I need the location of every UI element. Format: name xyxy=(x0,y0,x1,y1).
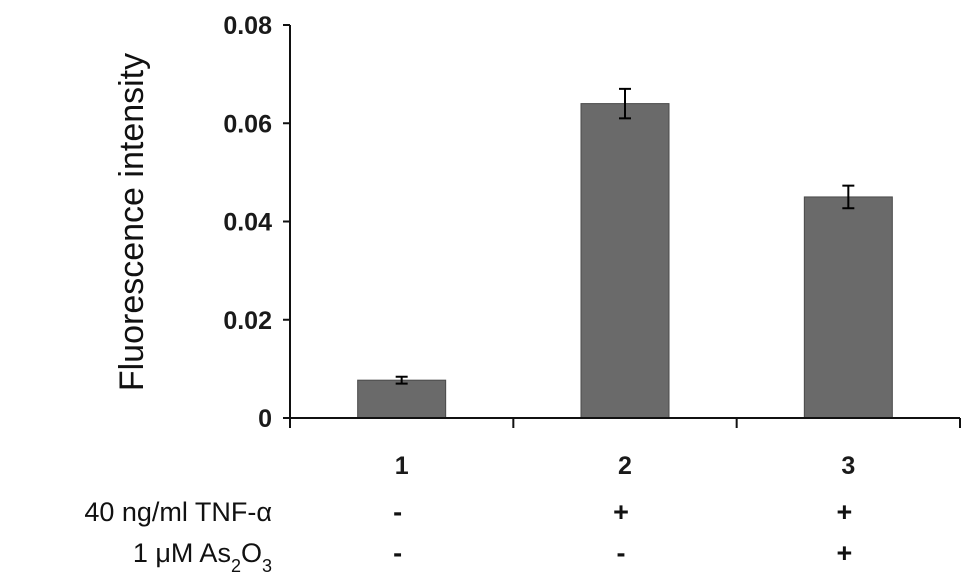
x-tick-label: 3 xyxy=(841,452,855,480)
x-tick-label: 2 xyxy=(618,452,632,480)
treatment-mark-2-1: - xyxy=(393,538,402,568)
y-tick-label: 0.04 xyxy=(223,209,272,237)
bar-1 xyxy=(357,379,447,419)
treatment-mark-1-1: - xyxy=(393,497,402,527)
bar-3 xyxy=(803,196,893,419)
treatment-table: 40 ng/ml TNF-α - + +1 μM As2O3 - - + xyxy=(84,497,852,572)
y-axis-title: Fluorescence intensity xyxy=(113,53,151,391)
y-tick-label: 0 xyxy=(258,405,272,433)
y-tick-label: 0.06 xyxy=(223,110,272,138)
treatment-label-1: 40 ng/ml TNF-α xyxy=(84,497,272,527)
y-tick-label: 0.02 xyxy=(223,307,272,335)
y-tick-label: 0.08 xyxy=(223,12,272,40)
y-axis-title-group: Fluorescence intensity xyxy=(113,53,151,391)
bar-2 xyxy=(580,103,670,419)
treatment-mark-1-3: + xyxy=(836,497,852,527)
x-tick-label: 1 xyxy=(395,452,409,480)
treatment-mark-2-3: + xyxy=(836,538,852,568)
treatment-label-2: 1 μM As2O3 xyxy=(133,538,272,572)
treatment-mark-2-2: - xyxy=(617,538,626,568)
plot-area: 0 0.02 0.04 0.06 0.08 1 2 3 xyxy=(223,12,961,480)
treatment-mark-1-2: + xyxy=(613,497,629,527)
